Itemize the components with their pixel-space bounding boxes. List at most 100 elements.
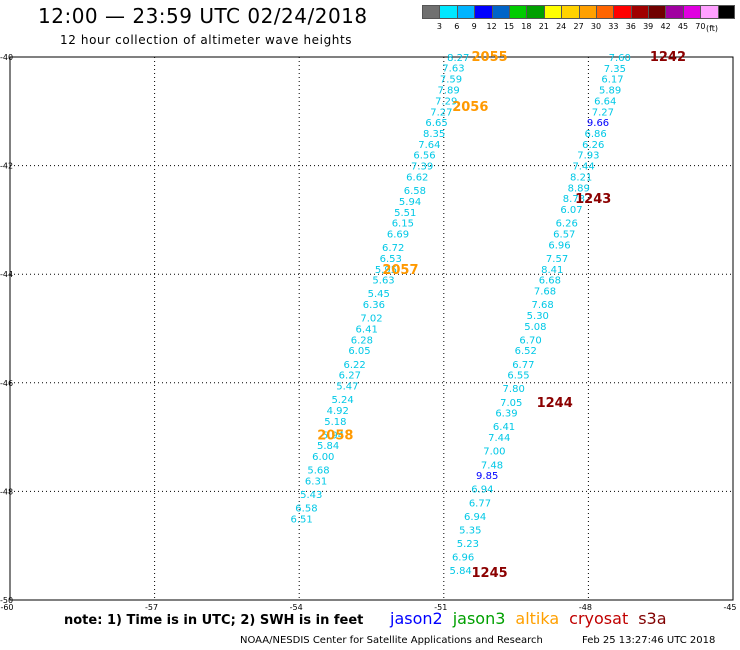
y-tick-label: -40 (0, 53, 13, 62)
swh-value: 6.94 (464, 512, 486, 523)
swh-value: 7.59 (440, 75, 462, 86)
swh-value: 5.45 (368, 289, 390, 300)
swh-value: 5.08 (524, 322, 546, 333)
swh-value: 9.66 (587, 118, 609, 129)
y-tick-label: -48 (0, 487, 13, 496)
color-scale-label: 39 (643, 22, 654, 31)
swh-value: 6.51 (290, 515, 312, 526)
color-scale-label: 6 (454, 22, 460, 31)
color-swatch (717, 5, 736, 19)
color-scale-label: 70 (695, 22, 706, 31)
swh-value: 7.39 (411, 162, 433, 173)
swh-value: 6.53 (380, 254, 402, 265)
color-scale-label: 33 (608, 22, 619, 31)
color-scale-label: 12 (486, 22, 497, 31)
color-scale-label: 3 (436, 22, 442, 31)
legend-item: jason3 (452, 609, 506, 628)
swh-value: 6.28 (351, 335, 373, 346)
color-scale-label: 18 (521, 22, 532, 31)
swh-value: 8.89 (568, 183, 590, 194)
swh-value: 7.48 (481, 460, 503, 471)
color-scale-labels: 3 6 9 12 15 18 21 24 27 30 33 36 39 42 45 70 (422, 22, 735, 34)
swh-value: 5.63 (372, 276, 394, 287)
color-scale-label: 15 (503, 22, 515, 31)
pass-number-label: 2058 (317, 428, 353, 443)
page-title: 12:00 — 23:59 UTC 02/24/2018 (38, 4, 368, 28)
swh-value: 6.26 (556, 219, 578, 230)
swh-value: 6.41 (356, 325, 378, 336)
swh-value: 7.02 (360, 314, 382, 325)
footer-note: note: 1) Time is in UTC; 2) SWH is in fe… (64, 613, 364, 628)
swh-value: 7.80 (503, 384, 525, 395)
footer-timestamp: Feb 25 13:27:46 UTC 2018 (582, 635, 716, 646)
swh-value: 7.35 (604, 64, 626, 75)
swh-value: 7.68 (531, 300, 553, 311)
y-tick-label: -42 (0, 162, 13, 171)
swh-value: 5.24 (331, 395, 353, 406)
color-swatch (682, 5, 701, 19)
pass-number-label: 2055 (471, 50, 507, 65)
legend-item: cryosat (569, 609, 629, 628)
swh-value: 7.44 (572, 162, 594, 173)
swh-value: 6.36 (363, 300, 385, 311)
swh-value: 5.68 (307, 466, 329, 477)
x-tick-label: -48 (579, 603, 592, 612)
color-swatch (665, 5, 683, 19)
swh-value: 6.07 (560, 205, 582, 216)
color-scale-label: 27 (573, 22, 584, 31)
swh-value: 6.72 (382, 243, 404, 254)
swh-value: 8.35 (423, 129, 445, 140)
swh-value: 6.55 (507, 371, 529, 382)
swh-value: 8.41 (541, 265, 563, 276)
swh-value: 7.57 (546, 254, 568, 265)
swh-value: 5.84 (450, 566, 472, 577)
y-tick-label: -50 (0, 596, 13, 605)
swh-value: 8.27 (447, 53, 469, 64)
swh-value: 8.21 (570, 172, 592, 183)
color-swatch (578, 5, 596, 19)
swh-value: 7.29 (435, 96, 457, 107)
swh-value: 6.94 (471, 485, 493, 496)
y-tick-label: -46 (0, 379, 13, 388)
swh-value: 6.96 (452, 553, 474, 564)
swh-value: 5.94 (399, 197, 421, 208)
swh-value: 7.63 (442, 63, 464, 74)
pass-number-label: 1244 (537, 396, 573, 411)
color-scale-label: 36 (625, 22, 636, 31)
swh-value: 6.27 (339, 371, 361, 382)
color-swatch (700, 5, 718, 19)
color-swatch (648, 5, 666, 19)
swh-value: 6.39 (495, 409, 517, 420)
swh-value: 5.35 (459, 525, 481, 536)
x-tick-label: -51 (434, 603, 447, 612)
swh-value: 7.27 (592, 107, 614, 118)
color-swatch (508, 5, 527, 19)
swh-value: 6.56 (413, 151, 435, 162)
swh-value: 7.44 (488, 433, 510, 444)
pass-number-label: 1243 (575, 192, 611, 207)
color-scale-label: 21 (538, 22, 549, 31)
page-subtitle: 12 hour collection of altimeter wave hei… (60, 33, 353, 47)
swh-value: 6.00 (312, 452, 334, 463)
color-swatch (456, 5, 475, 19)
swh-value: 5.51 (394, 208, 416, 219)
y-tick-label: -44 (0, 270, 13, 279)
swh-value: 8.73 (563, 194, 585, 205)
color-scale-label: 30 (590, 22, 602, 31)
color-scale-swatches (422, 5, 736, 19)
swh-value: 7.68 (534, 286, 556, 297)
swh-value: 6.65 (425, 118, 447, 129)
swh-value: 7.64 (418, 140, 440, 151)
swh-value: 7.89 (437, 86, 459, 97)
swh-value: 5.18 (324, 417, 346, 428)
plot-frame (9, 56, 734, 601)
color-scale-label: 42 (660, 22, 671, 31)
pass-number-label: 1242 (650, 50, 686, 65)
swh-value: 6.68 (539, 276, 561, 287)
pass-number-label: 2056 (452, 100, 488, 115)
swh-value: 6.26 (582, 140, 604, 151)
swh-value: 6.15 (392, 219, 414, 230)
pass-number-label: 2057 (382, 263, 418, 278)
swh-value: 6.17 (601, 75, 623, 86)
